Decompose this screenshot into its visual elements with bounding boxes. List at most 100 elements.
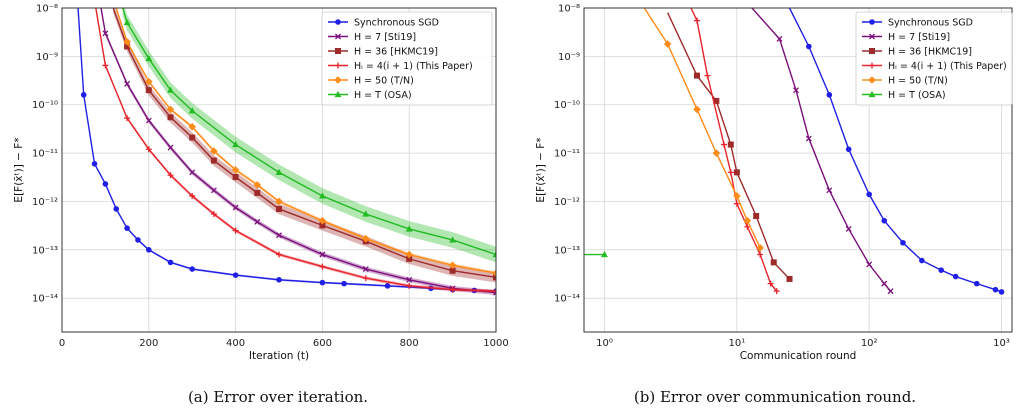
data-point (694, 17, 701, 24)
plot-frame (583, 7, 1013, 333)
legend-label: H = 50 (T/N) (888, 76, 948, 87)
legend-entry-4: H = 50 (T/N) (862, 76, 948, 87)
data-point (887, 288, 894, 295)
data-point (210, 211, 217, 218)
data-point (713, 97, 720, 104)
legend-marker (869, 33, 875, 40)
x-tick-label: 10² (861, 338, 878, 349)
legend-label: Synchronous SGD (354, 18, 439, 29)
data-point (318, 216, 327, 225)
data-point (362, 275, 369, 282)
data-point (806, 43, 812, 50)
data-point (362, 210, 370, 217)
x-tick-label: 10⁰ (596, 338, 613, 349)
data-point (167, 144, 174, 151)
chart-iteration: 10⁻⁸ 10⁻⁹ 10⁻¹⁰ 10⁻¹¹ 10⁻¹² 10⁻¹³ 10⁻¹⁴ 0 200 400… (13, 4, 509, 363)
legend-box (321, 11, 493, 106)
series-3 (690, 8, 780, 295)
legend-marker (869, 62, 875, 69)
data-point (405, 225, 413, 232)
y-tick-label: 10⁻¹⁰ (554, 100, 580, 111)
data-point (712, 149, 721, 157)
data-point (753, 213, 760, 220)
series-markers (124, 43, 496, 281)
data-point (124, 80, 131, 87)
data-point (405, 250, 413, 259)
data-point (998, 289, 1005, 295)
series-markers (123, 38, 496, 277)
y-axis-label: E[F(x̄ᵗ)] − F* (535, 137, 547, 202)
data-point (448, 261, 457, 270)
series-markers (806, 43, 1005, 295)
data-point (744, 223, 751, 230)
data-point (167, 114, 174, 121)
x-tick-label: 400 (226, 338, 245, 349)
data-point (319, 263, 326, 270)
x-tick-label: 0 (59, 338, 65, 349)
x-tick-label: 200 (139, 338, 158, 349)
legend-label: H = 7 [Sti19] (354, 32, 416, 43)
series-1 (751, 8, 894, 295)
series-markers (102, 62, 496, 295)
series-3 (95, 8, 496, 295)
data-point (124, 225, 130, 232)
data-point (145, 77, 153, 86)
data-point (232, 140, 239, 148)
y-tick-label: 10⁻⁸ (36, 4, 58, 15)
data-point (406, 255, 413, 262)
data-point (793, 87, 799, 94)
y-tick-label: 10⁻¹¹ (32, 149, 58, 160)
y-tick-label: 10⁻¹¹ (554, 149, 580, 160)
legend-marker (868, 76, 876, 84)
x-tick-label: 10³ (993, 338, 1010, 349)
data-point (276, 232, 282, 239)
plot-area (77, 8, 496, 296)
data-point (210, 187, 217, 194)
series-0 (788, 8, 1005, 295)
data-point (601, 250, 608, 258)
data-point (275, 168, 283, 175)
y-tick-label: 10⁻¹⁴ (32, 294, 58, 305)
series-line (112, 8, 496, 279)
data-point (123, 38, 131, 46)
data-point (146, 247, 152, 253)
data-point (992, 286, 999, 293)
legend-entry-2: H = 36 [HKMC19] (328, 47, 438, 58)
series-line (667, 12, 791, 280)
data-point (80, 92, 87, 98)
y-tick-label: 10⁻¹³ (32, 245, 58, 256)
legend-marker (869, 48, 875, 54)
y-tick-label: 10⁻⁹ (36, 52, 58, 63)
data-point (276, 205, 282, 212)
data-point (189, 169, 196, 176)
y-tick-label: 10⁻¹⁰ (32, 100, 58, 111)
data-point (727, 141, 734, 148)
data-point (721, 141, 728, 148)
series-2 (667, 12, 793, 282)
series-line (690, 8, 778, 292)
data-point (733, 200, 740, 207)
series-line (95, 8, 496, 292)
plot-frame (61, 7, 497, 333)
y-tick-label: 10⁻¹² (554, 197, 580, 208)
data-point (145, 54, 153, 62)
series-markers (694, 72, 793, 282)
data-point (866, 261, 873, 268)
data-point (276, 277, 282, 283)
legend-entry-4: H = 50 (T/N) (328, 76, 414, 87)
data-point (826, 187, 833, 194)
legend-entry-1: H = 7 [Sti19] (862, 32, 950, 43)
legend: Synchronous SGD H = 7 [Sti19] H = 36 [HKMC… (855, 11, 1013, 106)
data-point (253, 181, 262, 189)
data-point (124, 115, 131, 122)
data-point (254, 189, 261, 196)
legend-label: H = 7 [Sti19] (888, 32, 950, 43)
data-point (145, 87, 152, 94)
data-point (189, 266, 195, 272)
data-point (319, 279, 326, 286)
data-point (492, 250, 496, 258)
x-tick-label: 800 (400, 338, 419, 349)
data-point (232, 174, 239, 181)
data-point (102, 181, 109, 187)
